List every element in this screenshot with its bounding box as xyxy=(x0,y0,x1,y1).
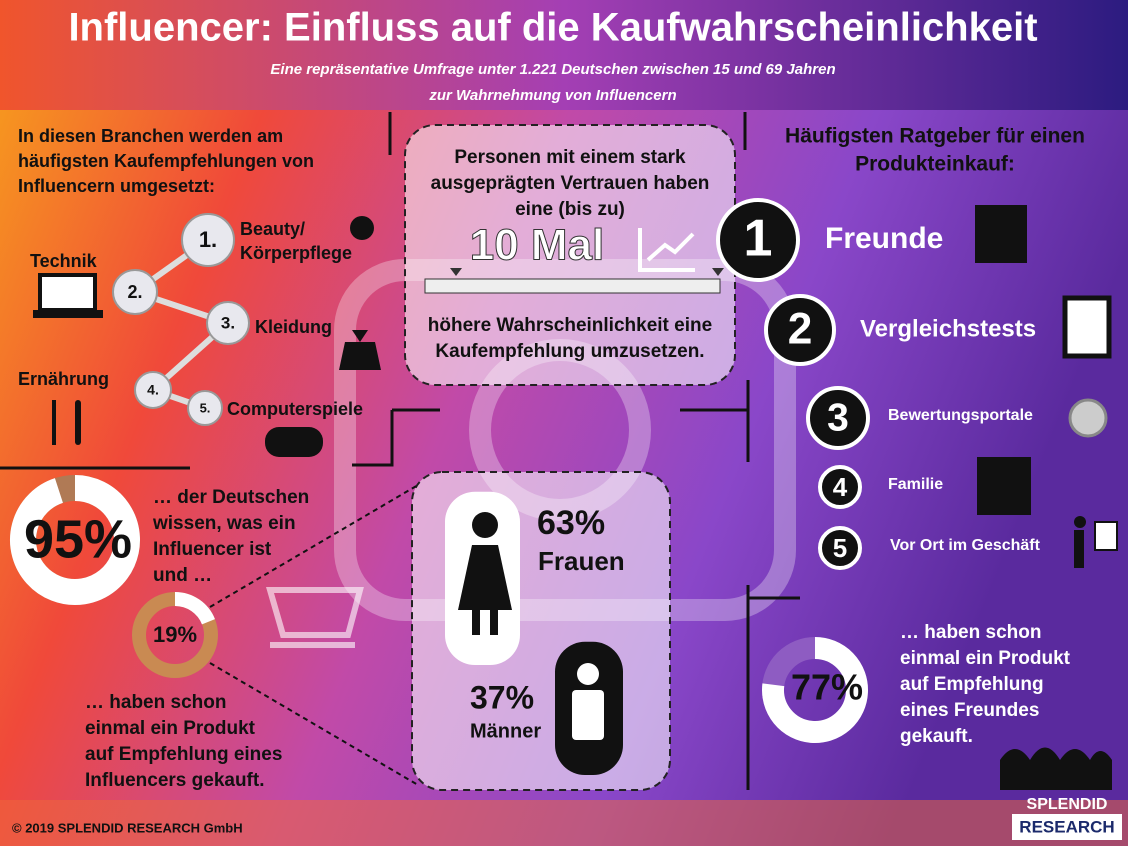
rank-badge xyxy=(112,269,158,315)
rank: 4 xyxy=(833,472,848,502)
influencer-text: einmal ein Produkt xyxy=(85,718,256,739)
gender-label: Männer xyxy=(470,720,541,742)
branch-label: Beauty/ xyxy=(240,219,305,239)
gender-label: Frauen xyxy=(538,546,625,576)
trust-text: eine (bis zu) xyxy=(515,199,625,220)
influencer-text: auf Empfehlung eines xyxy=(85,744,282,765)
section-heading: Häufigsten Ratgeber für einen xyxy=(785,125,1085,148)
percent-label: 19% xyxy=(153,622,197,647)
section-heading: Influencern umgesetzt: xyxy=(18,176,215,196)
trust-text: Kaufempfehlung umzusetzen. xyxy=(435,341,704,362)
awareness-text: wissen, was ein xyxy=(152,513,296,534)
donut-arc xyxy=(762,637,868,743)
donut-arc xyxy=(174,592,215,625)
advisor-label: Familie xyxy=(888,476,943,493)
rank-badge xyxy=(806,386,870,450)
awareness-text: … der Deutschen xyxy=(153,487,309,508)
rank-badge xyxy=(187,390,223,426)
rank-badge xyxy=(764,294,836,366)
percent-label: 95% xyxy=(24,509,132,569)
rank: 3 xyxy=(827,396,849,439)
branch-label: Technik xyxy=(30,251,98,271)
friend-text: auf Empfehlung xyxy=(900,674,1044,695)
influencer-text: … haben schon xyxy=(85,692,226,713)
trust-box xyxy=(404,124,736,386)
subtitle: zur Wahrnehmung von Influencern xyxy=(428,87,676,104)
rank-badge xyxy=(134,371,172,409)
rank: 2 xyxy=(788,305,813,354)
logo-box xyxy=(1012,814,1122,840)
advisor-label: Vor Ort im Geschäft xyxy=(890,537,1041,554)
rank: 5 xyxy=(833,533,847,563)
logo-text: RESEARCH xyxy=(1019,817,1114,836)
friend-text: eines Freundes xyxy=(900,700,1039,721)
rank-badge xyxy=(181,213,235,267)
rank: 4. xyxy=(147,382,159,398)
awareness-text: und … xyxy=(153,565,212,586)
rank-badge xyxy=(818,465,862,509)
rank: 1 xyxy=(744,210,773,268)
awareness-text: Influencer ist xyxy=(153,539,272,560)
branch-label: Körperpflege xyxy=(240,243,352,263)
title: Influencer: Einfluss auf die Kaufwahrsch… xyxy=(68,6,1037,50)
rank: 2. xyxy=(127,282,142,302)
rank-badge xyxy=(206,301,250,345)
branch-label: Ernährung xyxy=(18,369,109,389)
donut-arc xyxy=(10,475,140,605)
percent-label: 77% xyxy=(791,667,863,708)
header-band xyxy=(0,0,1128,110)
branch-label: Kleidung xyxy=(255,317,332,337)
icons xyxy=(33,205,1118,790)
trust-text: Personen mit einem stark xyxy=(454,147,686,168)
rank: 3. xyxy=(221,313,235,332)
ruler xyxy=(424,268,724,294)
rank: 5. xyxy=(200,400,211,415)
trust-highlight: 10 Mal xyxy=(470,221,605,270)
divider-lines xyxy=(0,112,800,790)
trust-text: höhere Wahrscheinlichkeit eine xyxy=(428,315,712,336)
gender-percent: 63% xyxy=(537,504,605,542)
rank: 1. xyxy=(199,227,217,252)
advisor-label: Vergleichstests xyxy=(860,315,1036,342)
influencer-text: Influencers gekauft. xyxy=(85,770,265,791)
advisor-label: Freunde xyxy=(825,222,943,255)
rank-badge xyxy=(716,198,800,282)
friend-text: gekauft. xyxy=(900,726,973,747)
section-heading: Produkteinkauf: xyxy=(855,153,1015,176)
copyright: © 2019 SPLENDID RESEARCH GmbH xyxy=(12,820,243,835)
rank-badge xyxy=(818,526,862,570)
friend-text: … haben schon xyxy=(900,622,1041,643)
tree-lines xyxy=(133,237,230,411)
section-heading: In diesen Branchen werden am xyxy=(18,126,283,146)
advisor-label: Bewertungsportale xyxy=(888,407,1033,424)
growth-icon xyxy=(638,228,695,272)
connector xyxy=(209,484,419,786)
trust-text: ausgeprägten Vertrauen haben xyxy=(431,173,710,194)
logo-text: SPLENDID xyxy=(1027,796,1108,813)
branch-label: Computerspiele xyxy=(227,399,363,419)
friend-text: einmal ein Produkt xyxy=(900,648,1071,669)
section-heading: häufigsten Kaufempfehlungen von xyxy=(18,151,314,171)
subtitle: Eine repräsentative Umfrage unter 1.221 … xyxy=(270,61,835,78)
gender-percent: 37% xyxy=(470,679,534,715)
footer-band xyxy=(0,800,1128,846)
